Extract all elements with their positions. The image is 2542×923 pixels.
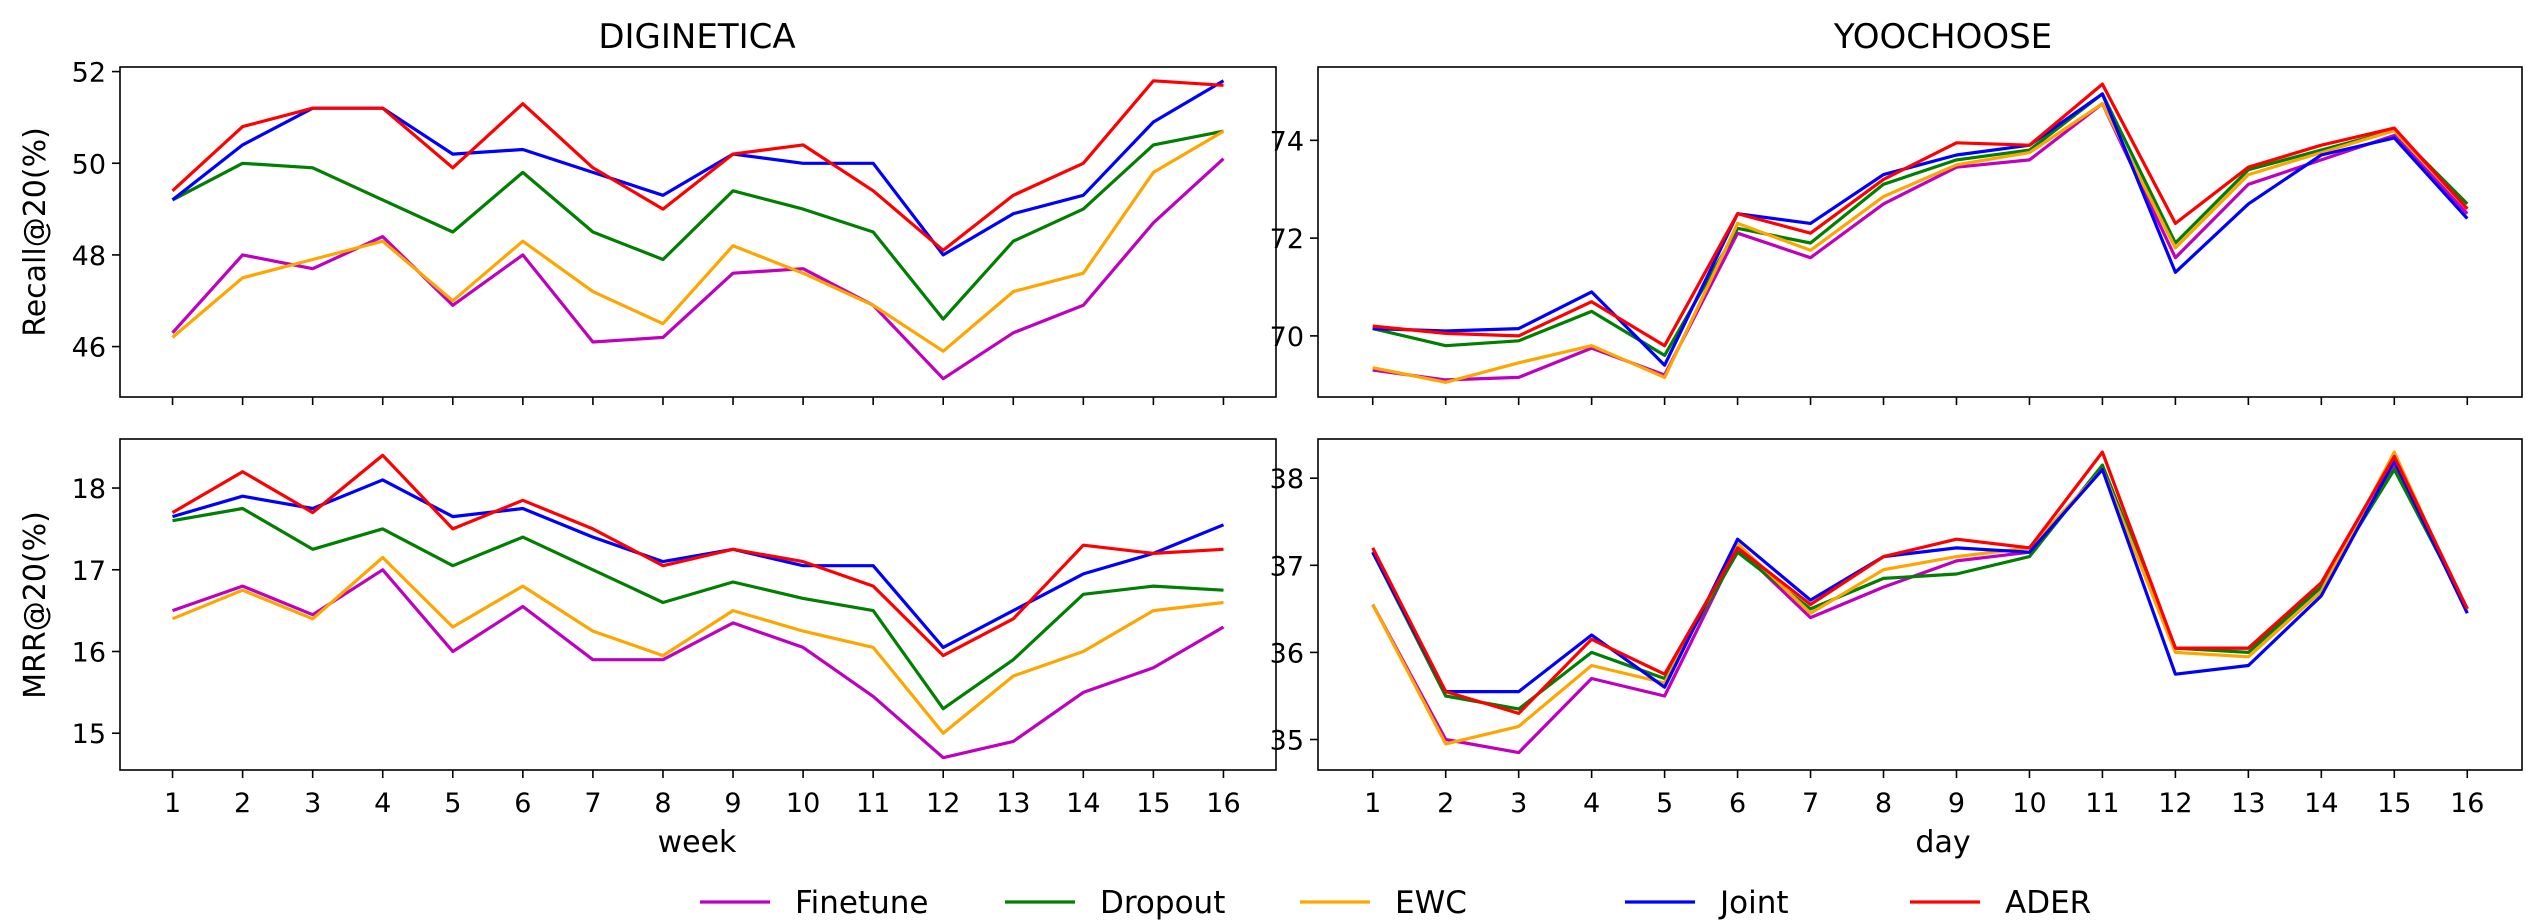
x-tick-label: 5 xyxy=(1656,788,1673,819)
y-axis-label-recall: Recall@20(%) xyxy=(18,127,53,337)
x-tick-label: 8 xyxy=(654,788,671,819)
x-axis-label-day: day xyxy=(1915,825,1970,860)
x-tick-label: 4 xyxy=(1583,788,1600,819)
legend-label: EWC xyxy=(1395,885,1467,921)
series-line-dropout xyxy=(1371,463,2469,711)
x-tick-label: 2 xyxy=(234,788,251,819)
series-line-ewc xyxy=(1372,102,2469,384)
x-tick-label: 3 xyxy=(304,788,321,819)
y-tick-label: 48 xyxy=(72,241,106,272)
y-tick-label: 70 xyxy=(1270,322,1304,353)
series-line-finetune xyxy=(171,157,1225,381)
x-tick-label: 1 xyxy=(164,788,181,819)
legend-item-dropout: Dropout xyxy=(1005,885,1225,921)
y-tick-label: 17 xyxy=(72,556,106,587)
series-line-ader xyxy=(1372,82,2469,348)
series-line-dropout xyxy=(172,506,1224,711)
series-line-finetune xyxy=(171,568,1225,760)
x-tick-label: 16 xyxy=(1206,788,1240,819)
y-tick-label: 72 xyxy=(1270,224,1304,255)
x-tick-label: 9 xyxy=(724,788,741,819)
x-tick-label: 11 xyxy=(856,788,890,819)
x-tick-label: 10 xyxy=(2012,788,2046,819)
x-tick-label: 4 xyxy=(374,788,391,819)
series-line-ewc xyxy=(1371,450,2469,746)
series-line-dropout xyxy=(1372,92,2469,357)
column-title-diginetica: DIGINETICA xyxy=(598,17,795,57)
series-line-ader xyxy=(171,453,1224,658)
x-tick-label: 13 xyxy=(996,788,1030,819)
series-line-finetune xyxy=(1371,463,2469,755)
legend-item-ader: ADER xyxy=(1910,885,2091,921)
x-tick-label: 12 xyxy=(926,788,960,819)
x-tick-label: 11 xyxy=(2085,788,2119,819)
x-tick-label: 6 xyxy=(514,788,531,819)
panel-top-right: 70 72 74 xyxy=(1270,66,2523,405)
legend-item-ewc: EWC xyxy=(1300,885,1467,921)
y-tick-label: 50 xyxy=(72,149,106,180)
panel-top-left: 46 48 50 52 xyxy=(72,58,1277,405)
axes-frame xyxy=(119,438,1277,771)
axes-frame xyxy=(1317,438,2523,771)
y-tick-label: 35 xyxy=(1270,726,1304,757)
x-tick-label: 10 xyxy=(786,788,820,819)
series-line-ader xyxy=(171,79,1224,252)
y-tick-label: 16 xyxy=(72,637,106,668)
y-tick-label: 52 xyxy=(72,58,106,89)
legend-label: ADER xyxy=(2005,885,2091,921)
series-line-dropout xyxy=(171,129,1224,321)
series-line-joint xyxy=(1372,92,2469,367)
x-tick-label: 8 xyxy=(1875,788,1892,819)
y-tick-label: 15 xyxy=(72,719,106,750)
x-tick-label: 3 xyxy=(1510,788,1527,819)
legend-label: Dropout xyxy=(1100,885,1225,921)
y-tick-label: 46 xyxy=(72,333,106,364)
y-tick-label: 36 xyxy=(1270,638,1304,669)
x-tick-label: 12 xyxy=(2158,788,2192,819)
legend-item-finetune: Finetune xyxy=(700,885,928,921)
x-tick-label: 6 xyxy=(1729,788,1746,819)
x-tick-label: 9 xyxy=(1948,788,1965,819)
series-line-ader xyxy=(1371,450,2469,716)
y-tick-label: 74 xyxy=(1270,126,1304,157)
legend: Finetune Dropout EWC Joint ADER xyxy=(700,885,2091,921)
series-line-joint xyxy=(1371,459,2469,694)
series-line-joint xyxy=(172,478,1225,650)
series-line-finetune xyxy=(1372,102,2469,382)
x-tick-label: 1 xyxy=(1364,788,1381,819)
column-title-yoochoose: YOOCHOOSE xyxy=(1833,17,2052,57)
x-tick-label: 13 xyxy=(2231,788,2265,819)
x-tick-label: 16 xyxy=(2450,788,2484,819)
x-tick-label: 5 xyxy=(444,788,461,819)
x-tick-label: 14 xyxy=(1066,788,1100,819)
legend-label: Finetune xyxy=(795,885,928,921)
axes-frame xyxy=(119,66,1277,398)
x-tick-label: 15 xyxy=(2377,788,2411,819)
y-tick-label: 37 xyxy=(1270,551,1304,582)
x-axis-label-week: week xyxy=(658,825,737,860)
x-tick-label: 7 xyxy=(584,788,601,819)
legend-item-joint: Joint xyxy=(1625,885,1789,921)
x-tick-label: 7 xyxy=(1802,788,1819,819)
legend-label: Joint xyxy=(1718,885,1789,921)
y-tick-label: 38 xyxy=(1270,464,1304,495)
series-line-ewc xyxy=(171,555,1224,735)
axes-frame xyxy=(1317,66,2523,398)
series-line-ewc xyxy=(171,129,1225,353)
x-tick-label: 2 xyxy=(1437,788,1454,819)
y-axis-label-mrr: MRR@20(%) xyxy=(18,511,53,699)
x-tick-label: 15 xyxy=(1136,788,1170,819)
y-tick-label: 18 xyxy=(72,474,106,505)
x-tick-label: 14 xyxy=(2304,788,2338,819)
